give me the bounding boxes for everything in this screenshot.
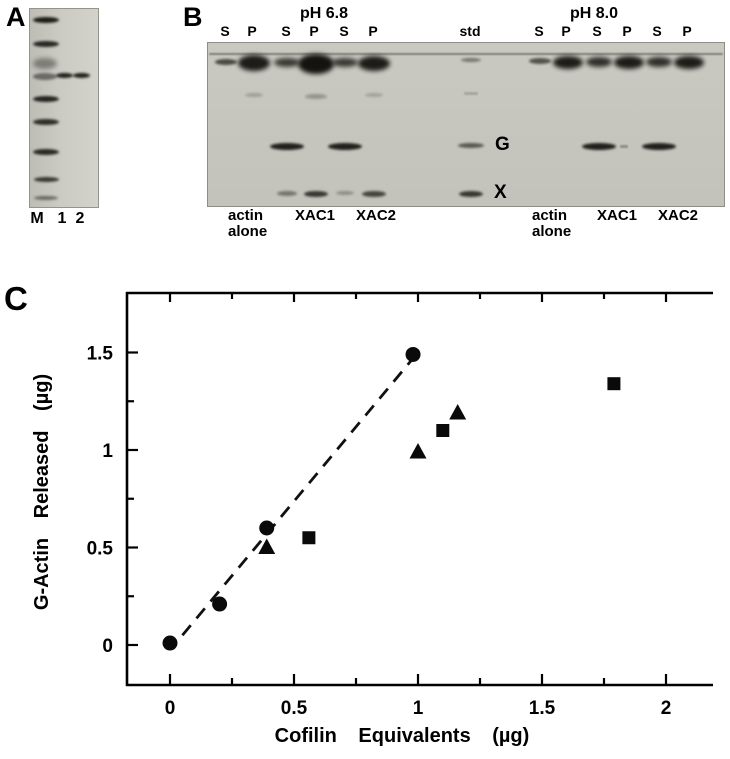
gel-band (365, 93, 383, 97)
panel-b-group-label: XAC1 (295, 207, 336, 224)
x-tick-label: 0 (165, 698, 176, 719)
panel-b-lane-label-p: P (561, 23, 571, 39)
data-point-triangle (449, 403, 467, 420)
gel-band (274, 57, 300, 67)
data-point-triangle (258, 538, 276, 554)
gel-band (33, 72, 57, 80)
gel-band (305, 93, 327, 99)
gel-band (586, 57, 612, 67)
gel-band (336, 191, 354, 195)
gel-band (674, 55, 704, 69)
panel-b-lane-label-s: S (534, 23, 544, 39)
gel-band (332, 57, 358, 67)
gel-band (33, 149, 59, 155)
gel-band (33, 119, 59, 125)
panel-b-lane-label-p: P (309, 23, 319, 39)
y-tick-label: 0 (102, 636, 113, 657)
gel-band (298, 54, 334, 74)
data-point-square (436, 424, 450, 437)
panel-a-lane-label-2: 2 (75, 210, 85, 227)
panel-a-letter: A (6, 2, 26, 32)
gel-band (362, 191, 386, 197)
gel-band (458, 142, 484, 148)
gel-band (304, 191, 328, 197)
gel-band (646, 57, 672, 67)
y-axis-title: G-Actin Released (µg) (31, 374, 53, 610)
y-tick-label: 0.5 (87, 539, 114, 560)
data-point-circle (259, 520, 275, 536)
data-point-square (607, 377, 621, 391)
panel-b-lane-label-p: P (622, 23, 632, 39)
gel-band (55, 72, 73, 78)
panel-b-group-label: XAC2 (658, 207, 699, 224)
data-point-circle (212, 596, 228, 612)
gel-band (209, 53, 723, 55)
panel-c-scatter-plot: 0 0.5 1 1.5 2 0 0.5 1 1.5 Cofilin Equivalents (µg… (31, 291, 713, 747)
data-point-circle (162, 635, 178, 651)
panel-b-group-label: actin alone (532, 207, 572, 241)
gel-band (270, 142, 304, 150)
panel-c-letter: C (4, 280, 28, 317)
panel-b-letter: B (183, 2, 203, 32)
gel-band (582, 142, 616, 150)
x-tick-label: 1.5 (529, 698, 556, 719)
ph-80-label: pH 8.0 (570, 5, 619, 22)
gel-band (33, 96, 59, 102)
panel-b-lane-label-p: P (682, 23, 692, 39)
panel-b-lane-label-s: S (339, 23, 349, 39)
gel-band (34, 196, 58, 200)
panel-a-lane-label-1: 1 (57, 210, 67, 227)
gel-band (328, 142, 362, 150)
x-axis-title: Cofilin Equivalents (µg) (275, 725, 530, 747)
gel-band (459, 191, 483, 197)
panel-a-gel-image (29, 8, 99, 208)
data-point-triangle (409, 442, 427, 459)
trend-dashed-line (181, 357, 415, 637)
x-tick-label: 1 (413, 698, 424, 719)
panel-b-lane-label-s: S (592, 23, 602, 39)
x-tick-label: 2 (661, 698, 672, 719)
gel-band (553, 55, 583, 69)
panel-b-group-label: XAC1 (597, 207, 638, 224)
panel-b-lane-label-p: P (368, 23, 378, 39)
data-point-circle (405, 346, 421, 362)
panel-b-lane-label-s: S (652, 23, 662, 39)
panel-b-gel-image (207, 42, 725, 207)
gel-band (358, 55, 390, 71)
gel-band (33, 176, 59, 182)
gel-band (277, 190, 297, 196)
g-actin-row-label: G (495, 134, 510, 155)
gel-band (33, 41, 59, 47)
gel-band (215, 59, 237, 65)
panel-b-lane-label-s: S (220, 23, 230, 39)
x-tick-label: 0.5 (281, 698, 308, 719)
gel-band (620, 144, 628, 148)
gel-band (33, 17, 59, 23)
panel-b-lane-label-std: std (459, 23, 481, 39)
gel-band (245, 93, 263, 97)
panel-b-lane-label-s: S (281, 23, 291, 39)
gel-band (464, 91, 478, 95)
x-band-row-label: X (494, 182, 507, 203)
ph-68-label: pH 6.8 (300, 5, 349, 22)
gel-band (614, 55, 644, 69)
gel-band (72, 72, 90, 78)
gel-band (529, 58, 551, 64)
data-point-square (302, 531, 316, 545)
gel-band (642, 142, 676, 150)
panel-a-lane-label-m: M (30, 210, 44, 227)
panel-b-lane-label-p: P (247, 23, 257, 39)
gel-band (238, 55, 270, 71)
y-tick-label: 1.5 (87, 344, 114, 365)
gel-band (33, 57, 57, 69)
panel-b-group-label: actin alone (228, 207, 268, 241)
panel-b-group-label: XAC2 (356, 207, 397, 224)
gel-band (461, 58, 481, 62)
y-tick-label: 1 (102, 441, 113, 462)
